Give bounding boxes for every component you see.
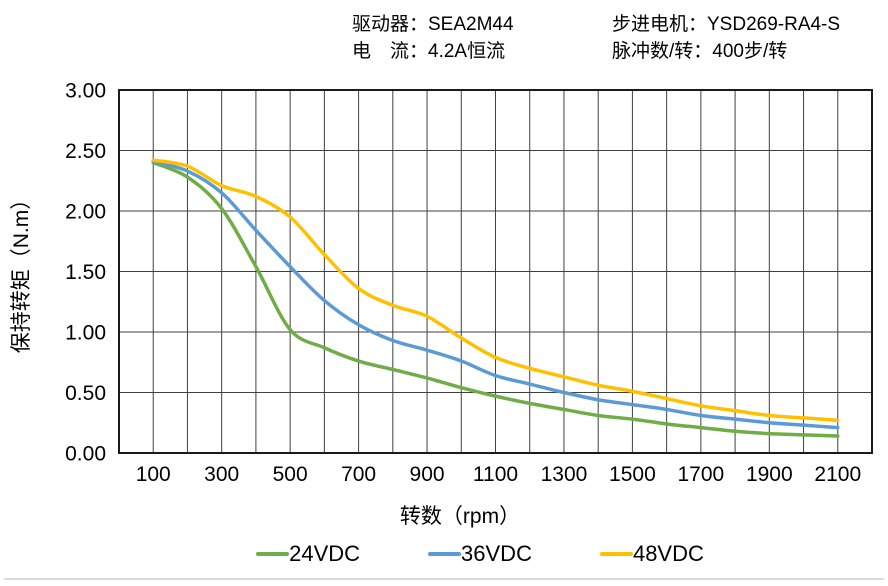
legend-line-swatch-24vdc [256, 552, 290, 556]
bottom-divider [4, 578, 884, 580]
x-axis-title: 转数（rpm） [400, 505, 520, 528]
legend-item-48vdc: 48VDC [599, 541, 704, 567]
legend-label-48vdc: 48VDC [632, 541, 704, 566]
driver-spec: 驱动器：SEA2M44 [352, 14, 514, 35]
gridlines [119, 90, 872, 453]
x-tick-label: 1900 [746, 463, 793, 486]
legend-line-swatch-36vdc [428, 552, 462, 556]
y-tick-label: 1.00 [65, 322, 106, 345]
plot-border [118, 89, 873, 454]
y-tick-label: 1.50 [65, 261, 106, 284]
x-tick-label: 100 [136, 463, 171, 486]
motor-spec: 步进电机：YSD269-RA4-S [612, 14, 841, 35]
x-tick-label: 1700 [678, 463, 725, 486]
pulses-spec: 脉冲数/转：400步/转 [612, 41, 788, 62]
x-tick-label: 1500 [609, 463, 656, 486]
torque-speed-chart: 保持转矩（N.m） 转数（rpm） 0.00 0.50 1.00 1.50 2.00 2.… [10, 80, 873, 528]
legend-label-36vdc: 36VDC [461, 541, 532, 566]
y-tick-label: 3.00 [65, 80, 106, 103]
spec-right-column: 步进电机：YSD269-RA4-S 脉冲数/转：400步/转 [612, 11, 840, 65]
legend-label-24vdc: 24VDC [289, 541, 361, 566]
y-tick-label: 0.50 [65, 382, 106, 405]
x-tick-label: 2100 [814, 463, 861, 486]
x-tick-label: 1100 [473, 463, 518, 486]
legend-item-36vdc: 36VDC [428, 541, 532, 567]
x-tick-label: 500 [273, 463, 308, 486]
y-tick-label: 2.00 [65, 201, 106, 224]
chart-legend: 24VDC 36VDC 48VDC [70, 539, 888, 569]
legend-line-swatch-48vdc [599, 552, 633, 556]
curve-36VDC [151, 159, 840, 430]
legend-item-24vdc: 24VDC [256, 541, 360, 567]
curve-24VDC [151, 160, 840, 438]
y-tick-label: 2.50 [65, 140, 106, 163]
y-tick-label: 0.00 [65, 443, 106, 466]
current-spec: 电 流：4.2A恒流 [352, 41, 506, 62]
x-tick-label: 300 [204, 463, 239, 486]
spec-left-column: 驱动器：SEA2M44 电 流：4.2A恒流 [352, 11, 514, 65]
x-tick-label: 900 [410, 463, 445, 486]
y-axis-title: 保持转矩（N.m） [10, 189, 33, 354]
x-tick-label: 700 [341, 463, 376, 486]
curve-48VDC [151, 158, 840, 423]
x-tick-label: 1300 [541, 463, 588, 486]
